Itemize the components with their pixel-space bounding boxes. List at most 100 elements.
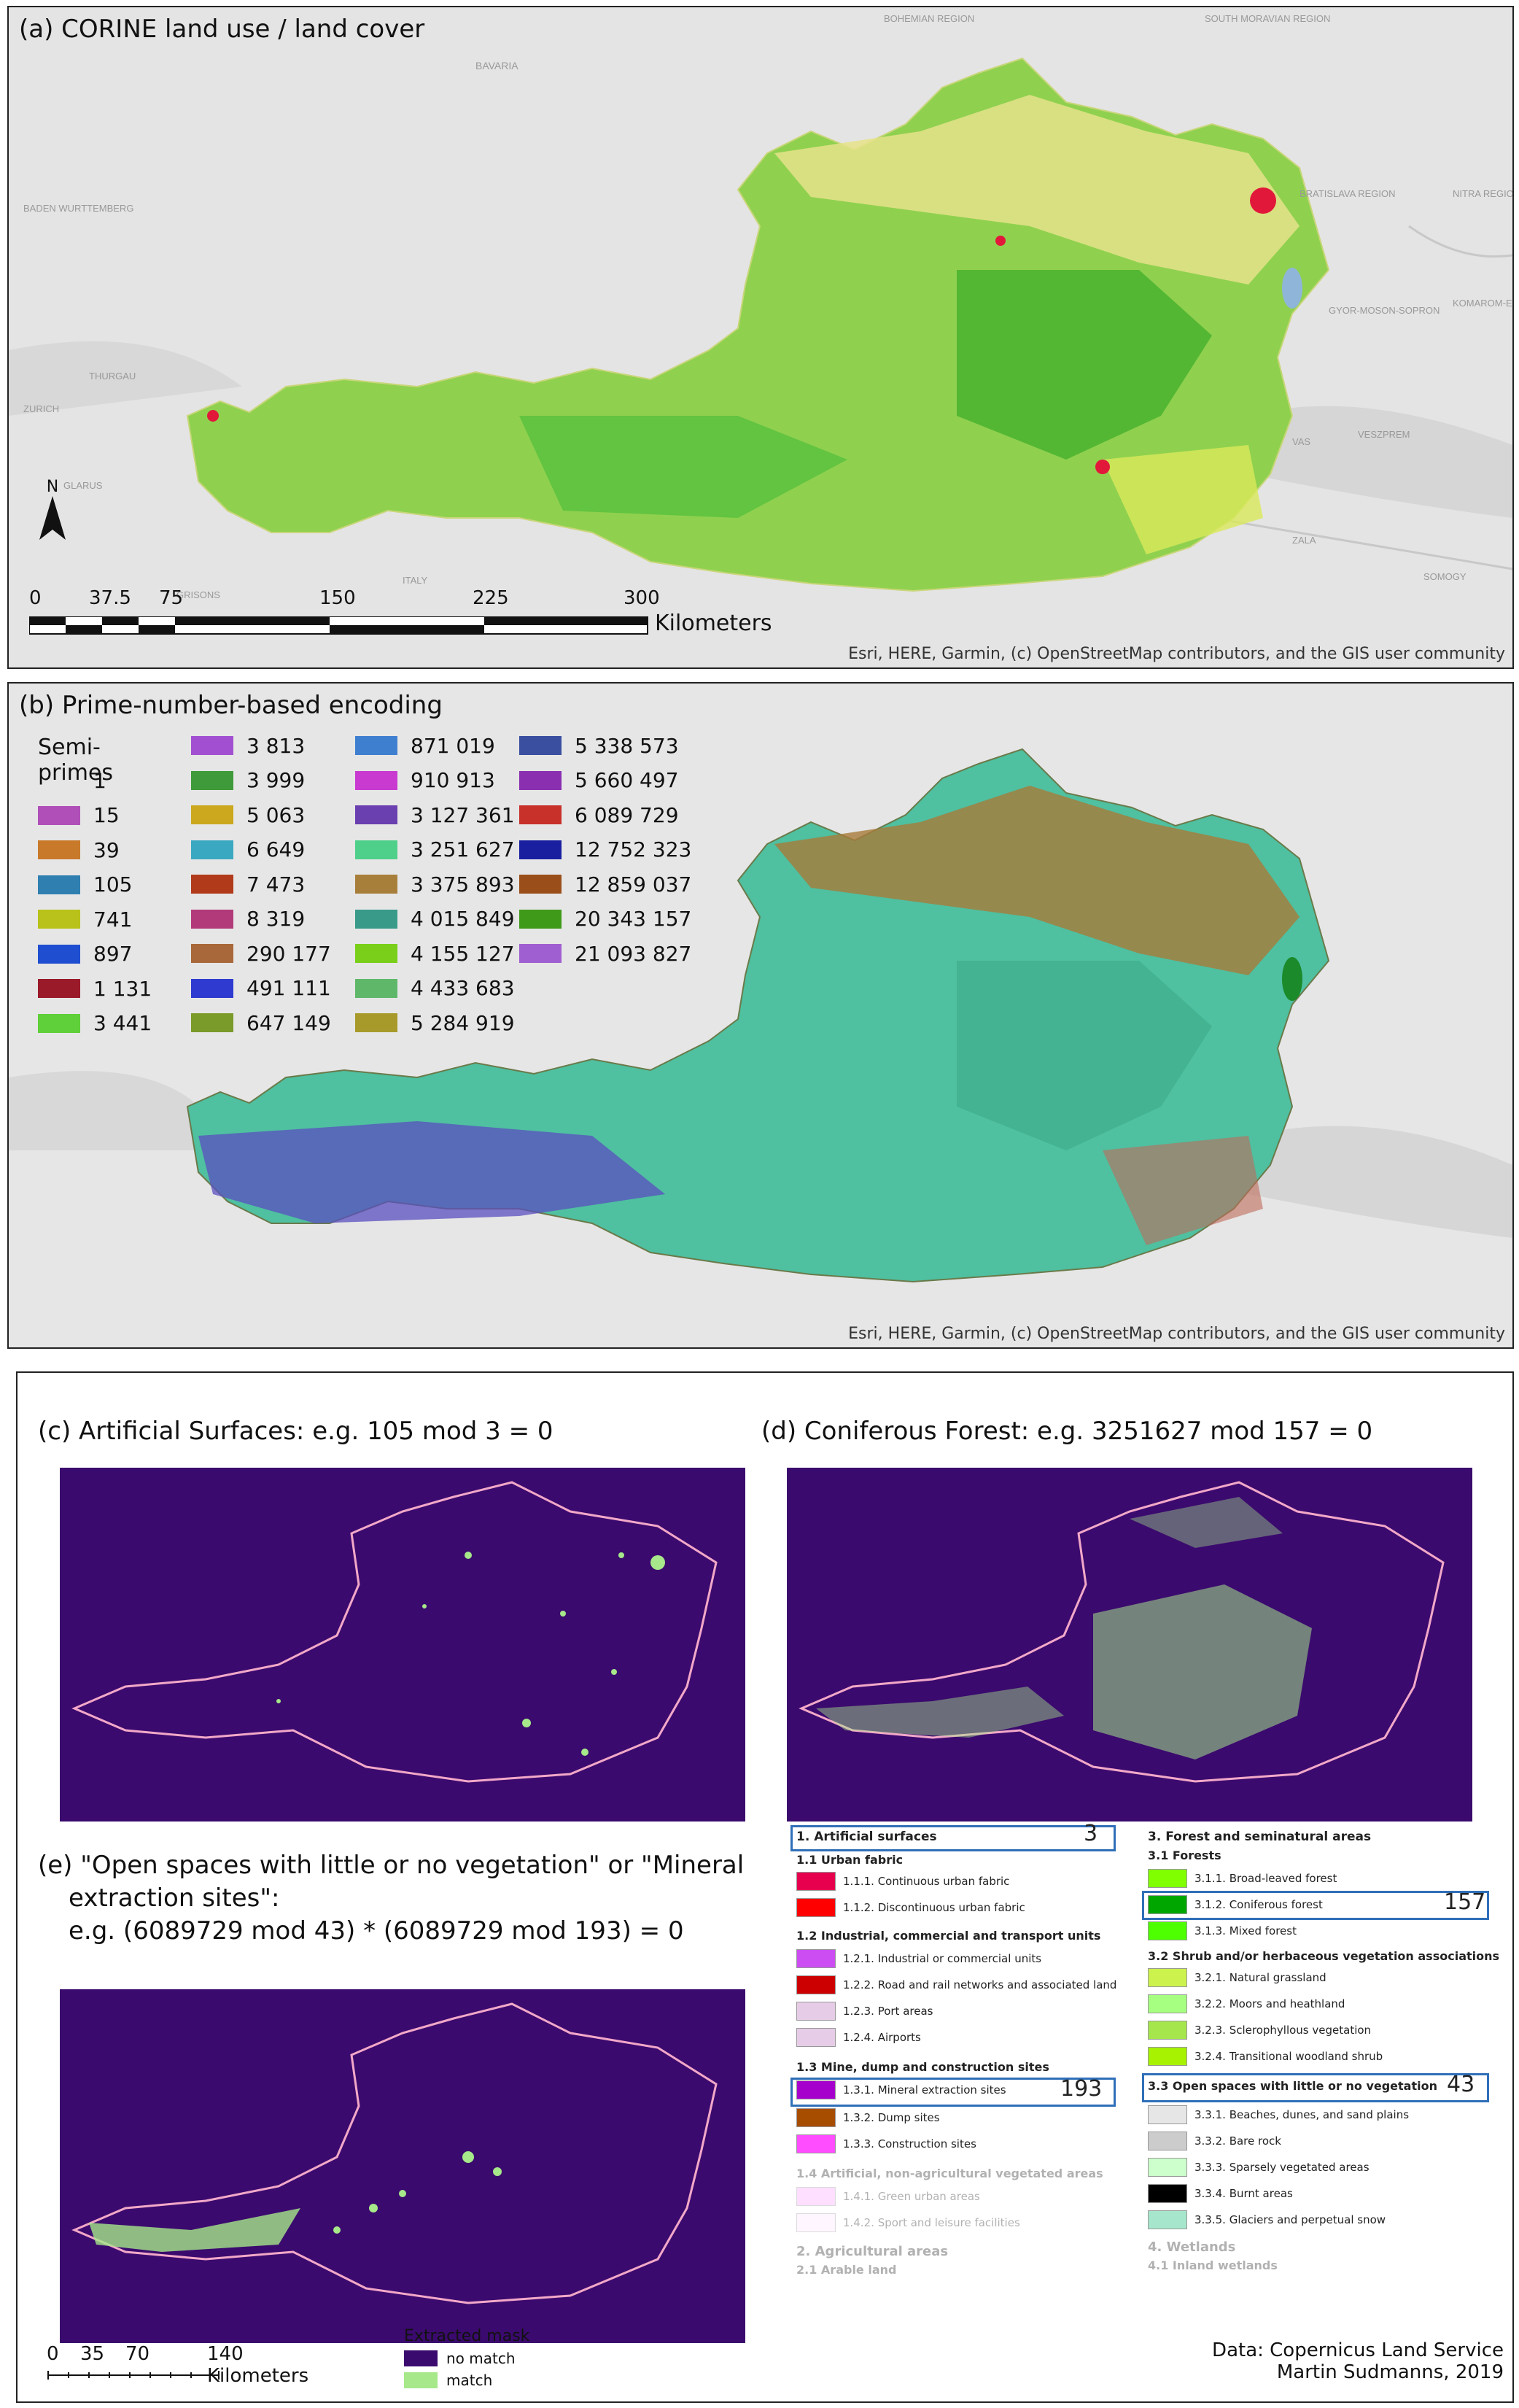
legend-label: 871 019 (411, 733, 495, 758)
mask-legend-title: Extracted mask (404, 2327, 530, 2345)
bottom-frame: (c) Artificial Surfaces: e.g. 105 mod 3 … (16, 1371, 1514, 2403)
legend-swatch (191, 840, 233, 859)
legend-label: 741 (93, 907, 133, 932)
legend-entry: 3 375 893 (355, 872, 515, 897)
legend-label: 5 660 497 (575, 768, 679, 792)
label-nitra: NITRA REGION (1453, 188, 1512, 199)
legend-label: 5 284 919 (411, 1010, 515, 1035)
label-bratislava: BRATISLAVA REGION (1299, 188, 1395, 199)
legend-swatch (519, 805, 562, 824)
clc-112: 1.1.2. Discontinuous urban fabric (796, 1898, 1025, 1917)
clc-h4: 4. Wetlands (1148, 2239, 1236, 2255)
label-zurich: ZURICH (23, 403, 59, 414)
legend-swatch (191, 944, 233, 963)
panel-a-title: (a) CORINE land use / land cover (19, 15, 425, 44)
legend-entry: 910 913 (355, 768, 495, 792)
legend-swatch (355, 770, 397, 790)
highlight-mineral (790, 2078, 1116, 2107)
legend-swatch (355, 944, 397, 963)
legend-label: 5 063 (246, 802, 306, 827)
legend-swatch (519, 840, 562, 859)
scale-tick-150: 150 (319, 587, 356, 609)
legend-swatch (38, 979, 80, 998)
clc-h2: 2. Agricultural areas (796, 2244, 949, 2259)
legend-entry: 491 111 (191, 976, 331, 1000)
label-komarom: KOMAROM-ESZTERGOM (1453, 298, 1512, 309)
scale-tick-0: 0 (29, 587, 42, 609)
legend-swatch (355, 875, 397, 894)
clc-324: 3.2.4. Transitional woodland shrub (1148, 2047, 1383, 2066)
legend-entry: 897 (38, 942, 132, 966)
legend-entry: 4 015 849 (355, 907, 515, 931)
clc-124: 1.2.4. Airports (796, 2028, 921, 2047)
legend-entry: 871 019 (355, 733, 495, 758)
label-thurgau: THURGAU (89, 371, 136, 382)
clc-h1: 1. Artificial surfaces (796, 1830, 937, 1844)
legend-label: 6 649 (246, 837, 306, 862)
prime-193: 193 (1060, 2076, 1103, 2102)
clc-122: 1.2.2. Road and rail networks and associ… (796, 1975, 1116, 1994)
label-grisons: GRISONS (176, 589, 220, 600)
legend-label: 3 127 361 (411, 802, 515, 827)
scalebar-a-bar (29, 616, 648, 635)
scalebar-bottom: 0 35 70 140 Kilometers (47, 2343, 338, 2387)
panel-b: (b) Prime-number-based encoding Semi-pri… (7, 682, 1514, 1349)
clc-133: 1.3.3. Construction sites (796, 2134, 976, 2153)
legend-label: 3 999 (246, 768, 306, 792)
legend-entry: 7 473 (191, 872, 305, 897)
bscale-35: 35 (80, 2343, 105, 2365)
legend-label: 910 913 (411, 768, 495, 792)
legend-label: 3 375 893 (411, 872, 515, 897)
credits-line1: Data: Copernicus Land Service (1212, 2339, 1504, 2361)
panel-e-title-1: (e) "Open spaces with little or no veget… (38, 1851, 745, 1880)
legend-entry: 15 (38, 803, 120, 827)
clc-333: 3.3.3. Sparsely vegetated areas (1148, 2158, 1370, 2177)
bscale-70: 70 (125, 2343, 150, 2365)
legend-swatch (355, 1013, 397, 1032)
legend-label: 12 859 037 (575, 872, 692, 897)
scale-tick-300: 300 (623, 587, 660, 609)
label-gyor: GYOR-MOSON-SOPRON (1329, 305, 1440, 316)
label-italy: ITALY (403, 575, 428, 586)
scalebar-a: 0 37.5 75 150 225 300 Kilometers (29, 587, 772, 660)
label-zala: ZALA (1292, 535, 1316, 546)
clc-h3-3: 3.3 Open spaces with little or no vegeta… (1148, 2079, 1437, 2093)
legend-swatch (355, 909, 397, 929)
legend-entry: 20 343 157 (519, 907, 691, 931)
highlight-open-spaces (1142, 2073, 1489, 2102)
attribution-a: Esri, HERE, Garmin, (c) OpenStreetMap co… (848, 645, 1505, 663)
legend-label: 105 (93, 872, 133, 897)
legend-swatch (38, 840, 80, 859)
legend-entry: 5 660 497 (519, 768, 679, 792)
clc-123: 1.2.3. Port areas (796, 2002, 933, 2021)
legend-label: 647 149 (246, 1010, 331, 1035)
legend-entry: 5 063 (191, 802, 306, 827)
attribution-b: Esri, HERE, Garmin, (c) OpenStreetMap co… (848, 1325, 1505, 1343)
legend-label: 12 752 323 (575, 837, 692, 862)
legend-label: 3 813 (246, 733, 306, 758)
clc-h1-1: 1.1 Urban fabric (796, 1853, 904, 1867)
panel-a: BAVARIA BOHEMIAN REGION SOUTH MORAVIAN R… (7, 6, 1514, 669)
legend-swatch (519, 875, 562, 894)
label-glarus: GLARUS (63, 480, 103, 491)
label-baden: BADEN WURTTEMBERG (23, 203, 133, 214)
highlight-artificial (790, 1825, 1116, 1851)
clc-121: 1.2.1. Industrial or commercial units (796, 1949, 1041, 1968)
basemap-a: BAVARIA BOHEMIAN REGION SOUTH MORAVIAN R… (9, 7, 1512, 667)
legend-swatch (191, 736, 233, 755)
legend-title: Semi-primes (38, 735, 114, 786)
scale-tick-75: 75 (159, 587, 184, 609)
scale-tick-37: 37.5 (89, 587, 131, 609)
panel-e-title-3: e.g. (6089729 mod 43) * (6089729 mod 193… (69, 1916, 684, 1946)
credits-line2: Martin Sudmanns, 2019 (1276, 2361, 1504, 2383)
legend-swatch (355, 840, 397, 859)
legend-label: 4 433 683 (411, 976, 515, 1000)
legend-entry: 741 (38, 907, 133, 932)
legend-entry: 1 131 (38, 977, 152, 1001)
prime-43: 43 (1447, 2072, 1475, 2097)
legend-entry: 5 338 573 (519, 734, 679, 758)
legend-label: 15 (93, 803, 120, 827)
clc-142: 1.4.2. Sport and leisure facilities (796, 2213, 1020, 2232)
basemap-b (9, 684, 1512, 1347)
legend-swatch (191, 909, 233, 929)
